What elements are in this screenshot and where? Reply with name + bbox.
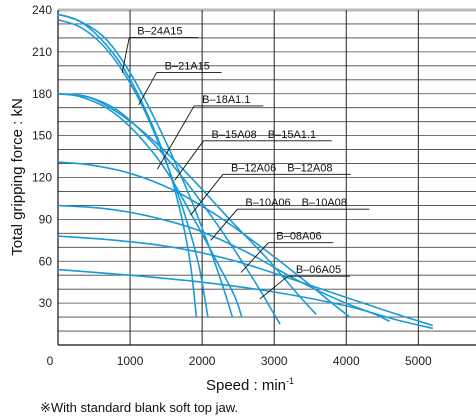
- callout-label-4: B‒12A06 B‒12A08: [231, 162, 333, 174]
- callout-leader-4: [190, 174, 224, 216]
- callout-label-0: B‒24A15: [137, 26, 182, 38]
- callout-label-3: B‒15A08 B‒15A1.1: [212, 129, 317, 141]
- callout-label-2: B‒18A1.1: [202, 94, 250, 106]
- callout-label-5: B‒10A06 B‒10A08: [245, 197, 347, 209]
- grid: [57, 8, 476, 346]
- series-lines: [57, 13, 434, 330]
- callout-label-6: B‒08A06: [276, 231, 321, 243]
- y-tick-label: 150: [32, 129, 52, 143]
- callout-leader-6: [240, 242, 269, 273]
- series-line-8: [57, 235, 434, 327]
- x-axis-label-text: Speed : min: [206, 377, 286, 394]
- y-tick-label: 180: [32, 87, 52, 101]
- footnote: ※With standard blank soft top jaw.: [40, 400, 239, 415]
- x-tick-label: 2000: [189, 354, 216, 368]
- tick-labels: 30 60 90 120 150 180 210 240 0 1000 2000 3000 4000 50…: [32, 3, 432, 368]
- callout-label-7: B‒06A05: [296, 264, 341, 276]
- x-axis-label-exponent: -1: [286, 376, 294, 386]
- y-tick-label: 30: [39, 296, 53, 310]
- series-line-3: [57, 93, 243, 318]
- series-line-6: [57, 161, 351, 318]
- series-line-2: [57, 13, 234, 318]
- y-tick-label: 60: [39, 254, 53, 268]
- callout-label-1: B‒21A15: [165, 60, 210, 72]
- y-tick-label: 210: [32, 45, 52, 59]
- callout-leader-2: [157, 105, 195, 170]
- callout-leader-3: [174, 140, 204, 181]
- callout-leader-0: [121, 37, 130, 73]
- series-callouts: B‒24A15 B‒21A15 B‒18A1.1 B‒15A08 B‒15A1.1 B‒…: [121, 26, 370, 300]
- y-tick-label: 90: [39, 212, 53, 226]
- series-line-9: [57, 268, 433, 330]
- x-tick-label: 5000: [405, 354, 432, 368]
- series-line-1: [57, 19, 209, 318]
- callout-leader-5: [210, 208, 238, 241]
- y-tick-label: 120: [32, 171, 52, 185]
- callout-leader-1: [138, 72, 158, 106]
- y-tick-label: 240: [32, 3, 52, 17]
- series-line-5: [57, 93, 317, 315]
- x-tick-label: 4000: [333, 354, 360, 368]
- x-tick-label: 1000: [117, 354, 144, 368]
- callout-leader-7: [259, 275, 289, 300]
- x-tick-label: 3000: [261, 354, 288, 368]
- y-axis-label: Total gripping force : kN: [9, 98, 26, 256]
- x-tick-label: 0: [47, 354, 54, 368]
- x-axis-label: Speed : min-1: [206, 376, 294, 394]
